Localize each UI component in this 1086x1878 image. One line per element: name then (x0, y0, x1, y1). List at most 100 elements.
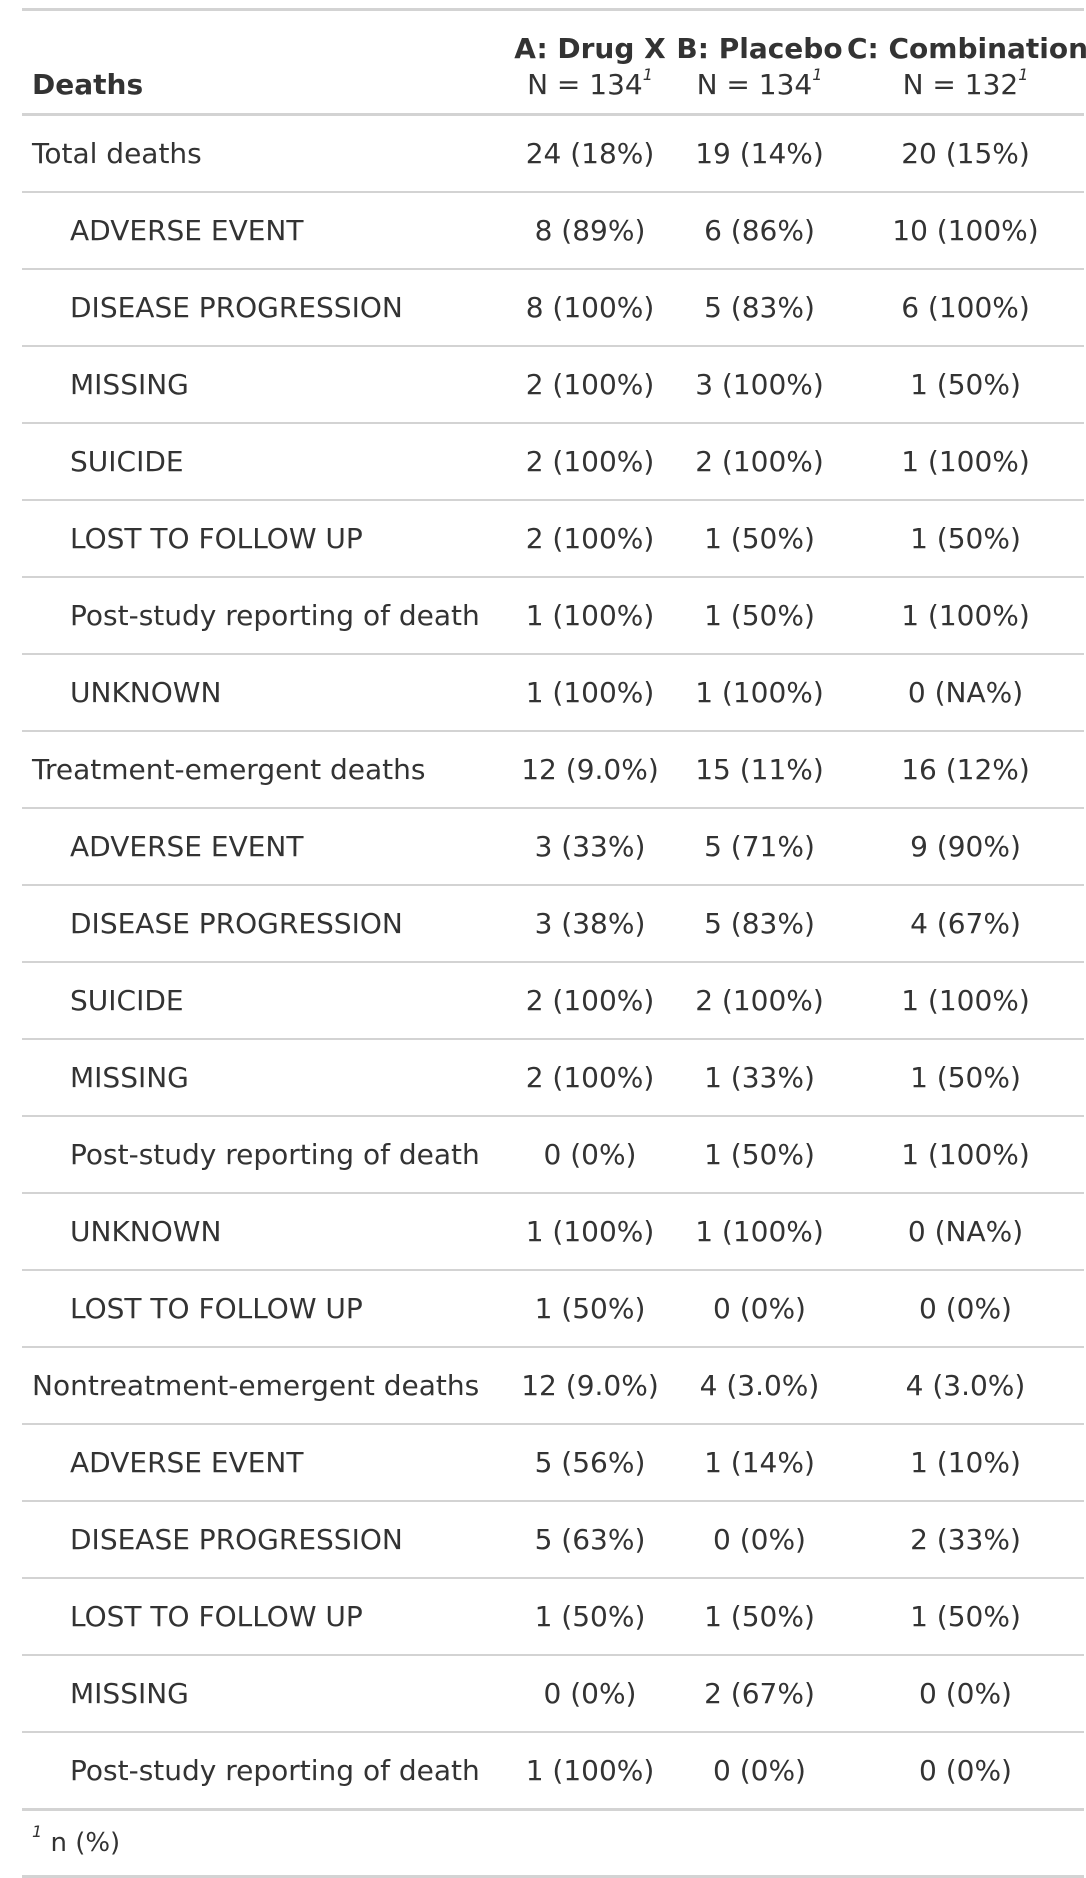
header-label-deaths: Deaths (22, 9, 508, 116)
footnote-mark: 1 (32, 1822, 43, 1841)
cell-drug-x: 2 (100%) (508, 423, 672, 501)
cell-placebo: 15 (11%) (672, 731, 847, 809)
cell-drug-x: 8 (89%) (508, 192, 672, 270)
table-body: Total deaths 24 (18%) 19 (14%) 20 (15%) ADV… (22, 114, 1084, 1811)
row-label: MISSING (22, 346, 508, 424)
cell-drug-x: 3 (38%) (508, 885, 672, 963)
footnote-mark: 1 (642, 65, 653, 84)
row-label: LOST TO FOLLOW UP (22, 1578, 508, 1656)
row-label: LOST TO FOLLOW UP (22, 500, 508, 578)
footnote-mark: 1 (1018, 65, 1029, 84)
column-n: N = 132 (902, 68, 1019, 101)
row-label: Post-study reporting of death (22, 1116, 508, 1194)
cell-placebo: 1 (50%) (672, 500, 847, 578)
cell-combination: 2 (33%) (847, 1501, 1084, 1579)
footnote: 1 n (%) (22, 1808, 1084, 1878)
cell-drug-x: 2 (100%) (508, 346, 672, 424)
table-footer: 1 n (%) (22, 1808, 1084, 1878)
table-row: Post-study reporting of death 1 (100%) 0 (… (22, 1732, 1084, 1811)
cell-placebo: 4 (3.0%) (672, 1347, 847, 1425)
cell-drug-x: 2 (100%) (508, 962, 672, 1040)
cell-combination: 1 (10%) (847, 1424, 1084, 1502)
cell-combination: 0 (NA%) (847, 654, 1084, 732)
table-row: UNKNOWN 1 (100%) 1 (100%) 0 (NA%) (22, 1193, 1084, 1271)
column-n: N = 134 (696, 68, 813, 101)
cell-placebo: 2 (100%) (672, 962, 847, 1040)
row-label: DISEASE PROGRESSION (22, 885, 508, 963)
cell-placebo: 19 (14%) (672, 114, 847, 193)
cell-combination: 1 (100%) (847, 1116, 1084, 1194)
cell-combination: 9 (90%) (847, 808, 1084, 886)
table-row: MISSING 2 (100%) 1 (33%) 1 (50%) (22, 1039, 1084, 1117)
cell-drug-x: 12 (9.0%) (508, 731, 672, 809)
cell-placebo: 2 (67%) (672, 1655, 847, 1733)
cell-combination: 1 (50%) (847, 346, 1084, 424)
row-label: ADVERSE EVENT (22, 808, 508, 886)
table-row: Post-study reporting of death 1 (100%) 1 (… (22, 577, 1084, 655)
column-title: A: Drug X (514, 32, 666, 65)
table-row: LOST TO FOLLOW UP 1 (50%) 0 (0%) 0 (0%) (22, 1270, 1084, 1348)
table-row: LOST TO FOLLOW UP 1 (50%) 1 (50%) 1 (50%) (22, 1578, 1084, 1656)
table-row: DISEASE PROGRESSION 8 (100%) 5 (83%) 6 (100… (22, 269, 1084, 347)
cell-drug-x: 24 (18%) (508, 114, 672, 193)
row-label: DISEASE PROGRESSION (22, 1501, 508, 1579)
row-label: Nontreatment-emergent deaths (22, 1347, 508, 1425)
cell-combination: 0 (0%) (847, 1655, 1084, 1733)
table-row: ADVERSE EVENT 8 (89%) 6 (86%) 10 (100%) (22, 192, 1084, 270)
table-row: DISEASE PROGRESSION 3 (38%) 5 (83%) 4 (67%) (22, 885, 1084, 963)
cell-combination: 20 (15%) (847, 114, 1084, 193)
cell-combination: 1 (100%) (847, 423, 1084, 501)
cell-combination: 0 (0%) (847, 1270, 1084, 1348)
column-header-drug-x: A: Drug X N = 1341 (508, 9, 672, 116)
cell-placebo: 6 (86%) (672, 192, 847, 270)
cell-drug-x: 5 (63%) (508, 1501, 672, 1579)
cell-combination: 1 (100%) (847, 577, 1084, 655)
cell-placebo: 3 (100%) (672, 346, 847, 424)
cell-combination: 1 (50%) (847, 1578, 1084, 1656)
table-row: Total deaths 24 (18%) 19 (14%) 20 (15%) (22, 114, 1084, 193)
row-label: ADVERSE EVENT (22, 1424, 508, 1502)
row-label: UNKNOWN (22, 654, 508, 732)
cell-combination: 16 (12%) (847, 731, 1084, 809)
table-row: UNKNOWN 1 (100%) 1 (100%) 0 (NA%) (22, 654, 1084, 732)
table-row: ADVERSE EVENT 3 (33%) 5 (71%) 9 (90%) (22, 808, 1084, 886)
cell-placebo: 1 (50%) (672, 1578, 847, 1656)
row-label: LOST TO FOLLOW UP (22, 1270, 508, 1348)
cell-placebo: 1 (50%) (672, 577, 847, 655)
cell-placebo: 1 (33%) (672, 1039, 847, 1117)
footnote-text: n (%) (50, 1828, 121, 1858)
cell-placebo: 0 (0%) (672, 1501, 847, 1579)
cell-drug-x: 1 (100%) (508, 1732, 672, 1811)
cell-placebo: 1 (50%) (672, 1116, 847, 1194)
column-n: N = 134 (527, 68, 643, 101)
cell-placebo: 0 (0%) (672, 1270, 847, 1348)
cell-drug-x: 0 (0%) (508, 1116, 672, 1194)
cell-drug-x: 1 (100%) (508, 654, 672, 732)
cell-combination: 1 (50%) (847, 500, 1084, 578)
cell-drug-x: 12 (9.0%) (508, 1347, 672, 1425)
row-label: DISEASE PROGRESSION (22, 269, 508, 347)
table-row: DISEASE PROGRESSION 5 (63%) 0 (0%) 2 (33%) (22, 1501, 1084, 1579)
table-row: LOST TO FOLLOW UP 2 (100%) 1 (50%) 1 (50%) (22, 500, 1084, 578)
deaths-table-container: Deaths A: Drug X N = 1341 B: Placebo N =… (22, 8, 1086, 1878)
table-row: ADVERSE EVENT 5 (56%) 1 (14%) 1 (10%) (22, 1424, 1084, 1502)
footnote-mark: 1 (812, 65, 823, 84)
cell-drug-x: 8 (100%) (508, 269, 672, 347)
row-label: Post-study reporting of death (22, 577, 508, 655)
row-label: SUICIDE (22, 962, 508, 1040)
cell-combination: 0 (NA%) (847, 1193, 1084, 1271)
row-label: ADVERSE EVENT (22, 192, 508, 270)
cell-placebo: 0 (0%) (672, 1732, 847, 1811)
table-row: Post-study reporting of death 0 (0%) 1 (50… (22, 1116, 1084, 1194)
cell-placebo: 2 (100%) (672, 423, 847, 501)
table-row: MISSING 0 (0%) 2 (67%) 0 (0%) (22, 1655, 1084, 1733)
column-header-placebo: B: Placebo N = 1341 (672, 9, 847, 116)
cell-drug-x: 5 (56%) (508, 1424, 672, 1502)
cell-combination: 1 (50%) (847, 1039, 1084, 1117)
cell-combination: 0 (0%) (847, 1732, 1084, 1811)
row-label: MISSING (22, 1039, 508, 1117)
cell-drug-x: 3 (33%) (508, 808, 672, 886)
column-title: B: Placebo (676, 32, 843, 65)
table-row: SUICIDE 2 (100%) 2 (100%) 1 (100%) (22, 423, 1084, 501)
cell-drug-x: 0 (0%) (508, 1655, 672, 1733)
